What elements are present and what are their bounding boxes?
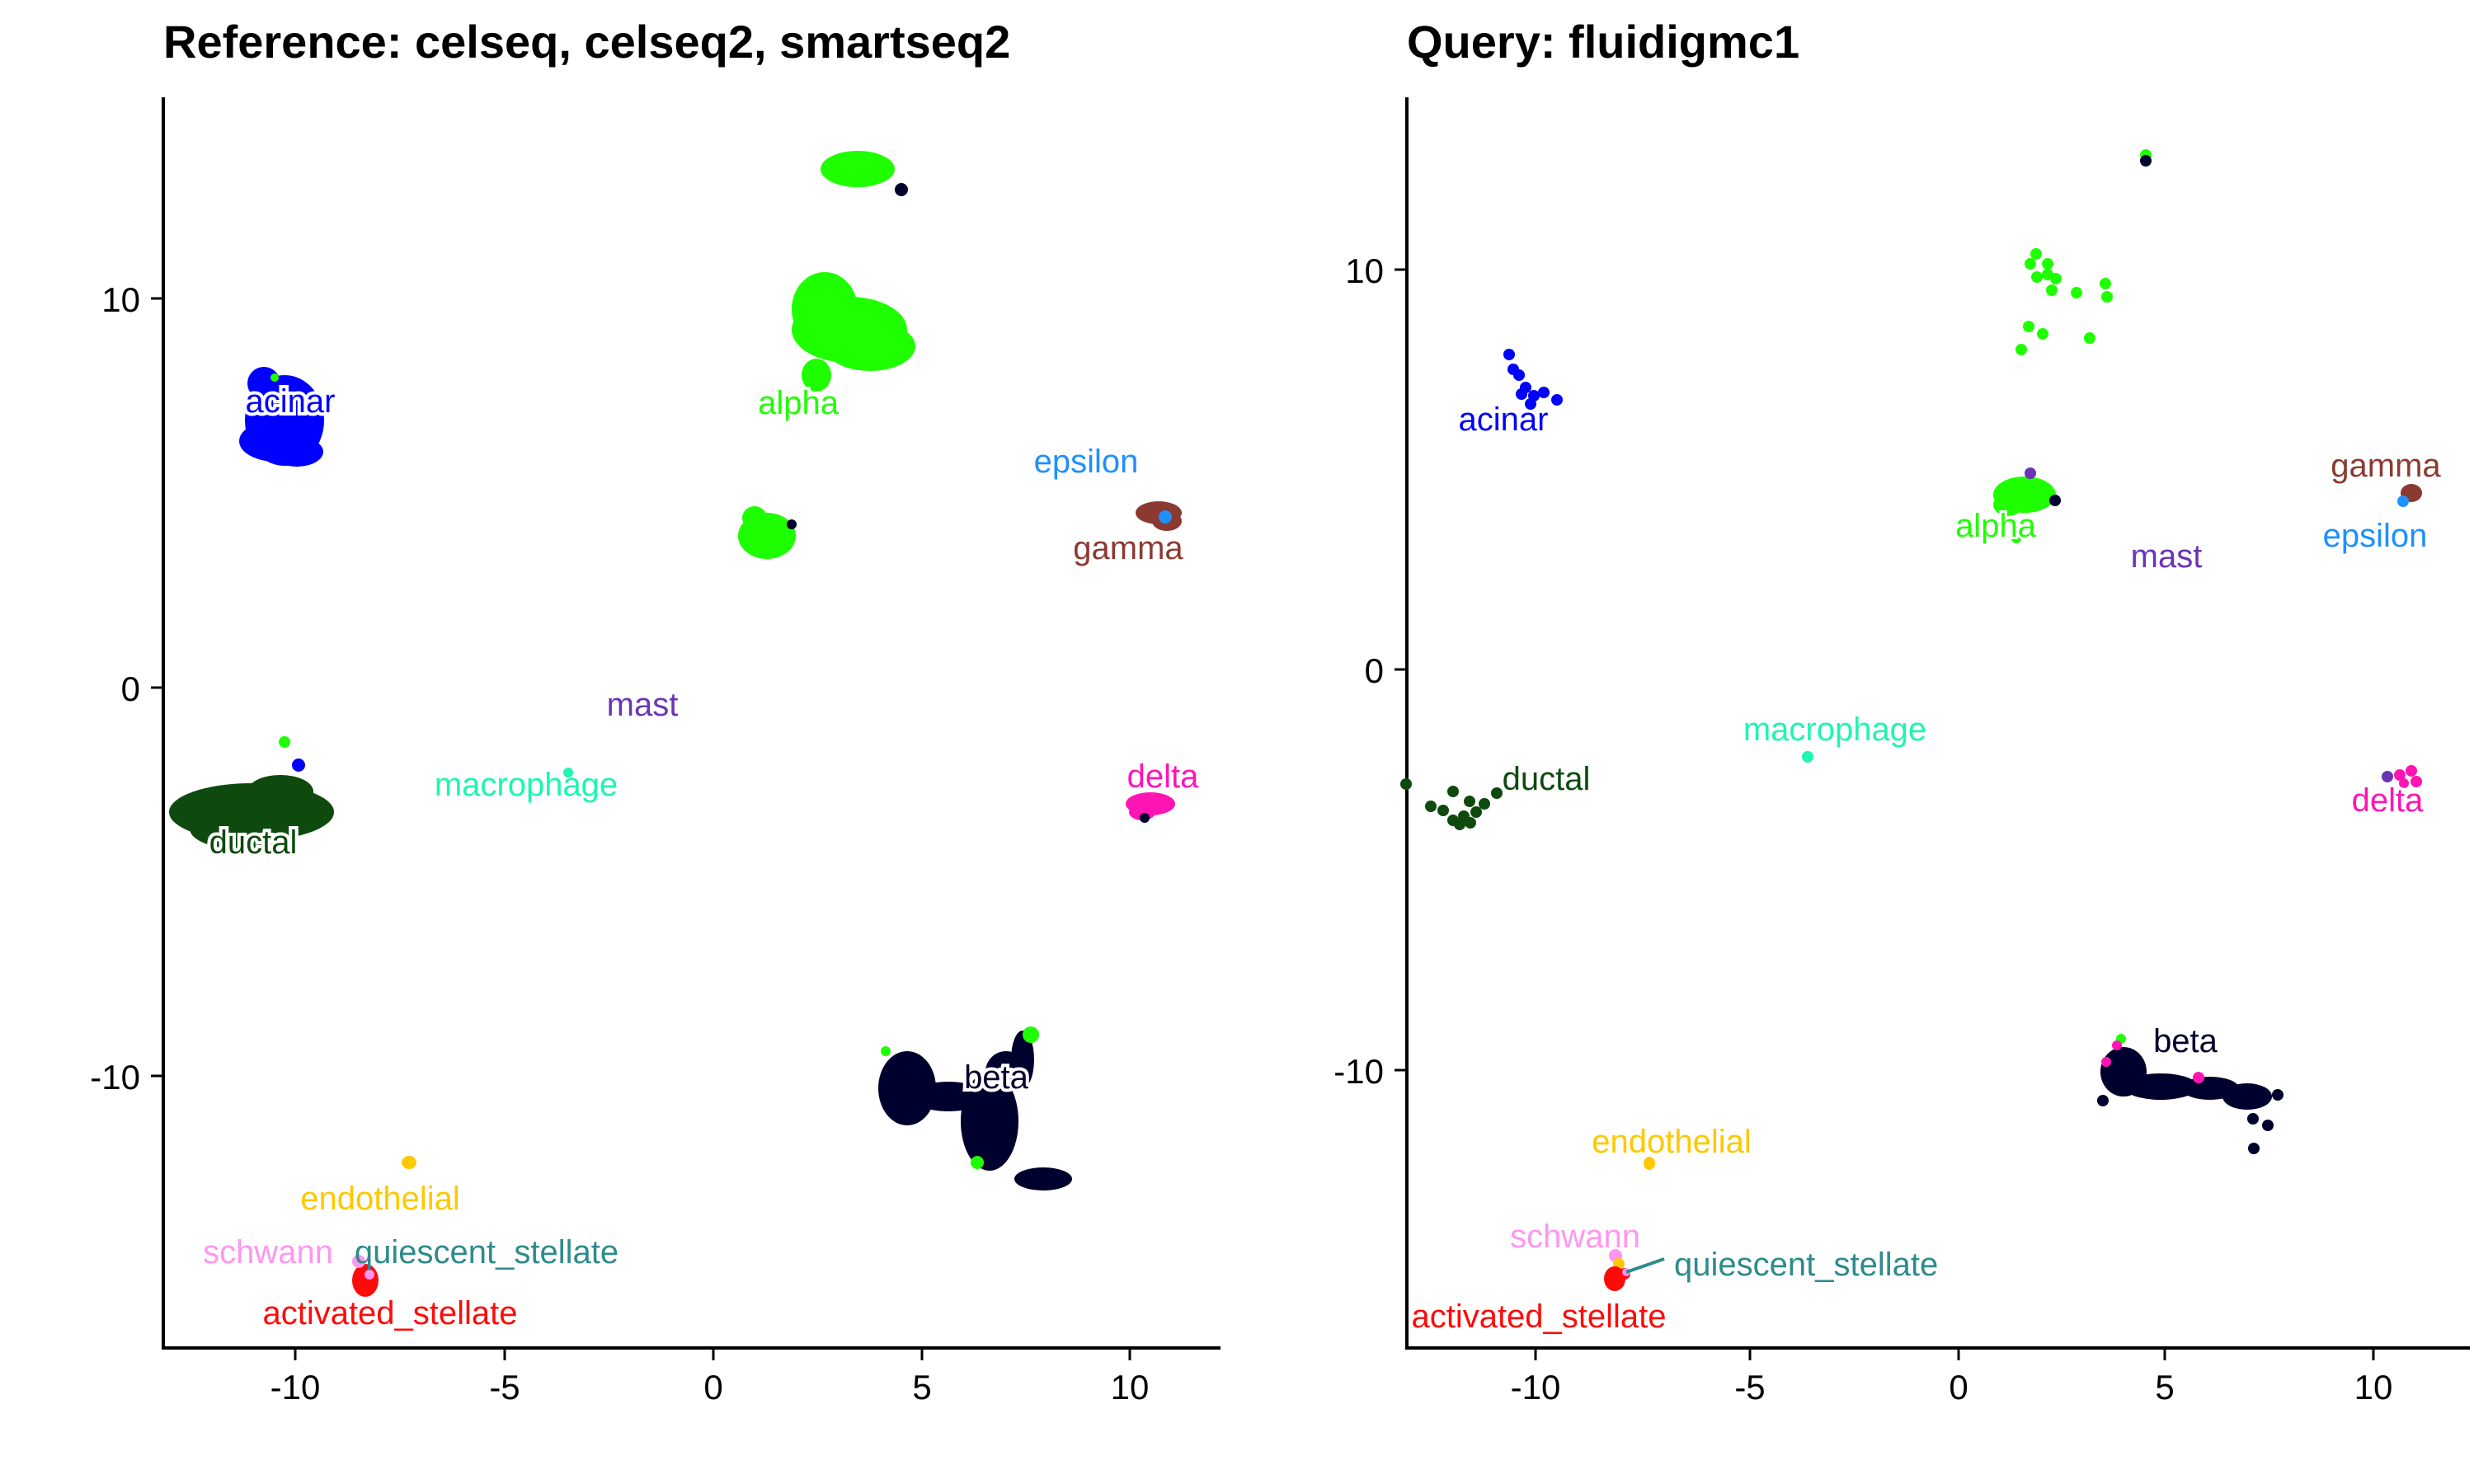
- label-mast: mast: [2131, 538, 2203, 575]
- reference-labels: acinar alpha epsilon gamma mast macropha…: [203, 380, 1202, 1331]
- label-gamma: gamma: [2331, 448, 2441, 484]
- stellate-cluster: [1604, 1249, 1665, 1291]
- label-quiescent-stellate: quiescent_stellate: [355, 1234, 618, 1270]
- gamma-cluster: [2397, 484, 2422, 507]
- x-tick-label: 10: [1111, 1368, 1150, 1407]
- label-alpha: alpha: [758, 385, 840, 421]
- label-delta: delta: [1127, 758, 1199, 795]
- x-tick-label: 5: [2155, 1368, 2174, 1407]
- x-tick-label: -5: [489, 1368, 520, 1407]
- beta-cluster: [878, 1026, 1072, 1190]
- label-gamma: gamma: [1073, 530, 1183, 566]
- label-ductal: ductal: [1503, 761, 1591, 797]
- delta-cluster: [1126, 792, 1175, 823]
- label-beta: beta: [2153, 1023, 2218, 1059]
- y-tick-label: -10: [1333, 1052, 1384, 1091]
- y-axis-ticks: 10 0 -10: [1333, 251, 1407, 1091]
- label-epsilon: epsilon: [1034, 444, 1139, 480]
- label-delta: delta: [2352, 782, 2424, 819]
- x-tick-label: 10: [2354, 1368, 2393, 1407]
- label-schwann: schwann: [1510, 1219, 1640, 1255]
- endothelial-point: [1644, 1157, 1655, 1170]
- delta-cluster: [2382, 765, 2422, 788]
- reference-panel: Reference: celseq, celseq2, smartseq2 10…: [90, 16, 1221, 1407]
- x-axis-ticks: -10 -5 0 5 10: [270, 1348, 1150, 1407]
- beta-cluster: [2097, 1034, 2284, 1154]
- alpha-cluster: [1993, 149, 2152, 543]
- label-endothelial: endothelial: [300, 1181, 460, 1217]
- x-tick-label: 0: [1949, 1368, 1968, 1407]
- query-title: Query: fluidigmc1: [1407, 16, 1800, 68]
- label-acinar: acinar: [246, 383, 336, 420]
- x-tick-label: -10: [1511, 1368, 1561, 1407]
- y-tick-label: 0: [1365, 651, 1384, 690]
- x-tick-label: 5: [912, 1368, 931, 1407]
- x-tick-label: -5: [1734, 1368, 1765, 1407]
- label-macrophage: macrophage: [1743, 711, 1926, 748]
- x-tick-label: -10: [270, 1368, 321, 1407]
- macrophage-point: [1802, 751, 1813, 763]
- x-tick-label: 0: [703, 1368, 722, 1407]
- query-labels: acinar alpha gamma epsilon mast macropha…: [1411, 402, 2441, 1335]
- ductal-cluster: [1400, 778, 1503, 830]
- label-epsilon: epsilon: [2323, 518, 2428, 554]
- y-axis-ticks: 10 0 -10: [90, 280, 163, 1097]
- label-acinar: acinar: [1459, 402, 1549, 438]
- quiescent-stellate-leader-line: [1625, 1257, 1665, 1274]
- gamma-cluster: [1136, 501, 1182, 531]
- label-activated-stellate: activated_stellate: [1411, 1298, 1666, 1335]
- reference-title: Reference: celseq, celseq2, smartseq2: [163, 16, 1011, 68]
- label-macrophage: macrophage: [435, 767, 618, 803]
- query-panel: Query: fluidigmc1 10 0 -10 -10 -5 0 5 10: [1237, 0, 2474, 1484]
- macrophage-point: [563, 768, 573, 777]
- x-axis-ticks: -10 -5 0 5 10: [1511, 1348, 2393, 1407]
- acinar-cluster: [239, 367, 324, 467]
- query-plot: 10 0 -10 -10 -5 0 5 10: [1333, 97, 2470, 1407]
- y-tick-label: 10: [101, 280, 140, 319]
- label-schwann: schwann: [203, 1234, 333, 1270]
- reference-plot: 10 0 -10 -10 -5 0 5 10: [90, 97, 1221, 1407]
- label-ductal: ductal: [209, 824, 298, 861]
- stellate-cluster: [352, 1255, 379, 1297]
- label-beta: beta: [964, 1059, 1029, 1096]
- label-mast: mast: [607, 687, 679, 723]
- ductal-cluster: [169, 736, 334, 849]
- y-tick-label: 10: [1345, 251, 1384, 290]
- label-alpha: alpha: [1955, 508, 2037, 544]
- label-endothelial: endothelial: [1592, 1124, 1752, 1160]
- acinar-cluster: [1503, 349, 1563, 410]
- label-activated-stellate: activated_stellate: [262, 1295, 517, 1331]
- y-tick-label: 0: [121, 669, 140, 708]
- endothelial-point: [402, 1156, 416, 1169]
- alpha-cluster: [738, 151, 915, 559]
- label-quiescent-stellate: quiescent_stellate: [1674, 1247, 1938, 1283]
- y-tick-label: -10: [90, 1058, 140, 1097]
